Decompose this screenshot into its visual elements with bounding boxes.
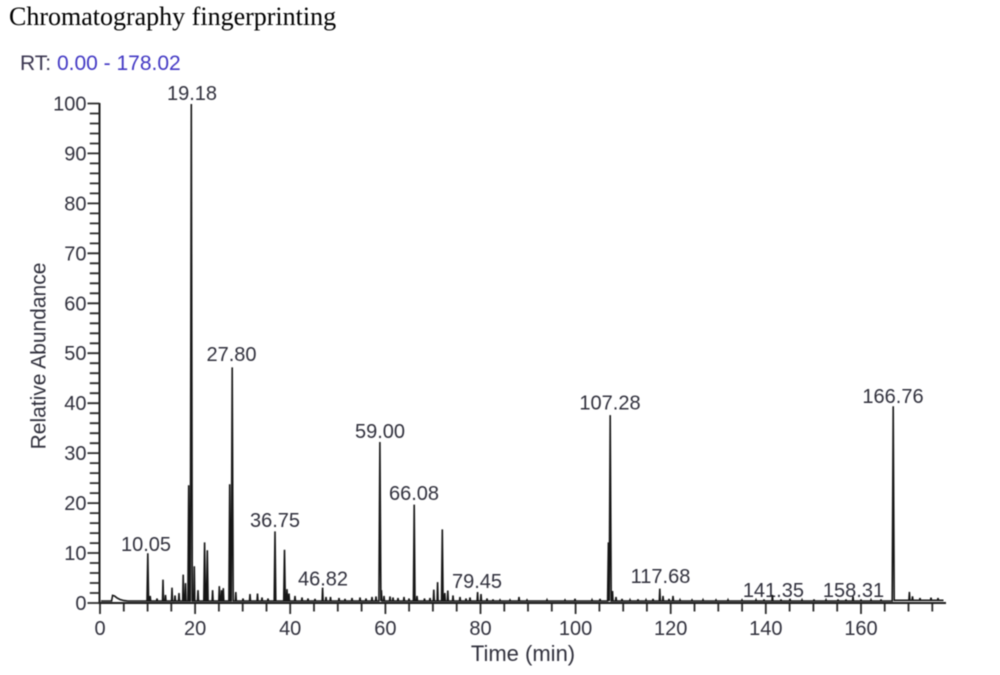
svg-text:Relative Abundance: Relative Abundance bbox=[28, 263, 51, 450]
svg-text:141.35: 141.35 bbox=[743, 580, 804, 602]
svg-text:0: 0 bbox=[94, 618, 105, 640]
svg-text:120: 120 bbox=[654, 618, 687, 640]
svg-text:19.18: 19.18 bbox=[167, 83, 217, 105]
svg-text:100: 100 bbox=[53, 94, 86, 116]
svg-text:Time (min): Time (min) bbox=[471, 641, 575, 666]
svg-text:80: 80 bbox=[64, 193, 86, 215]
svg-text:59.00: 59.00 bbox=[355, 421, 405, 443]
svg-text:60: 60 bbox=[374, 618, 396, 640]
svg-text:66.08: 66.08 bbox=[389, 483, 439, 505]
svg-text:117.68: 117.68 bbox=[631, 566, 691, 588]
svg-text:60: 60 bbox=[64, 293, 86, 315]
svg-text:79.45: 79.45 bbox=[452, 571, 502, 593]
svg-text:166.76: 166.76 bbox=[862, 386, 923, 408]
svg-text:140: 140 bbox=[749, 618, 782, 640]
svg-text:46.82: 46.82 bbox=[298, 569, 348, 591]
svg-text:10.05: 10.05 bbox=[121, 534, 171, 556]
svg-text:36.75: 36.75 bbox=[250, 510, 300, 532]
svg-text:10: 10 bbox=[64, 543, 86, 565]
svg-text:90: 90 bbox=[64, 143, 86, 165]
svg-text:30: 30 bbox=[64, 443, 86, 465]
svg-text:40: 40 bbox=[279, 618, 301, 640]
svg-text:40: 40 bbox=[64, 393, 86, 415]
svg-text:160: 160 bbox=[844, 618, 877, 640]
svg-text:70: 70 bbox=[64, 243, 86, 265]
svg-text:107.28: 107.28 bbox=[579, 393, 640, 415]
svg-text:50: 50 bbox=[64, 343, 86, 365]
svg-text:158.31: 158.31 bbox=[823, 580, 884, 602]
svg-text:100: 100 bbox=[559, 618, 592, 640]
svg-text:20: 20 bbox=[64, 493, 86, 515]
svg-text:0: 0 bbox=[75, 593, 86, 615]
svg-text:20: 20 bbox=[184, 618, 206, 640]
svg-text:80: 80 bbox=[469, 618, 491, 640]
svg-text:27.80: 27.80 bbox=[206, 344, 256, 366]
